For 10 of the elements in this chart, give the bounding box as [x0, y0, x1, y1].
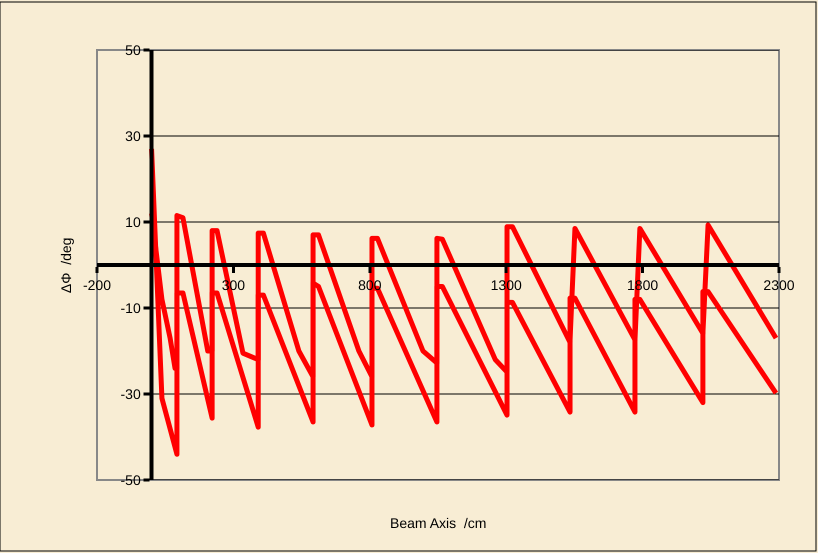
y-tick-label: -50 — [120, 472, 141, 488]
y-axis-title: ΔΦ /deg — [58, 238, 74, 294]
y-tick-label: 50 — [125, 42, 141, 58]
y-tick-label: 10 — [125, 214, 141, 230]
x-tick-label: 2300 — [763, 276, 795, 293]
x-axis-title: Beam Axis /cm — [390, 515, 486, 531]
y-tick-label: -10 — [120, 300, 141, 316]
y-tick-label: -30 — [120, 386, 141, 402]
y-tick-label: 30 — [125, 128, 141, 144]
x-tick-label: -200 — [82, 276, 112, 293]
